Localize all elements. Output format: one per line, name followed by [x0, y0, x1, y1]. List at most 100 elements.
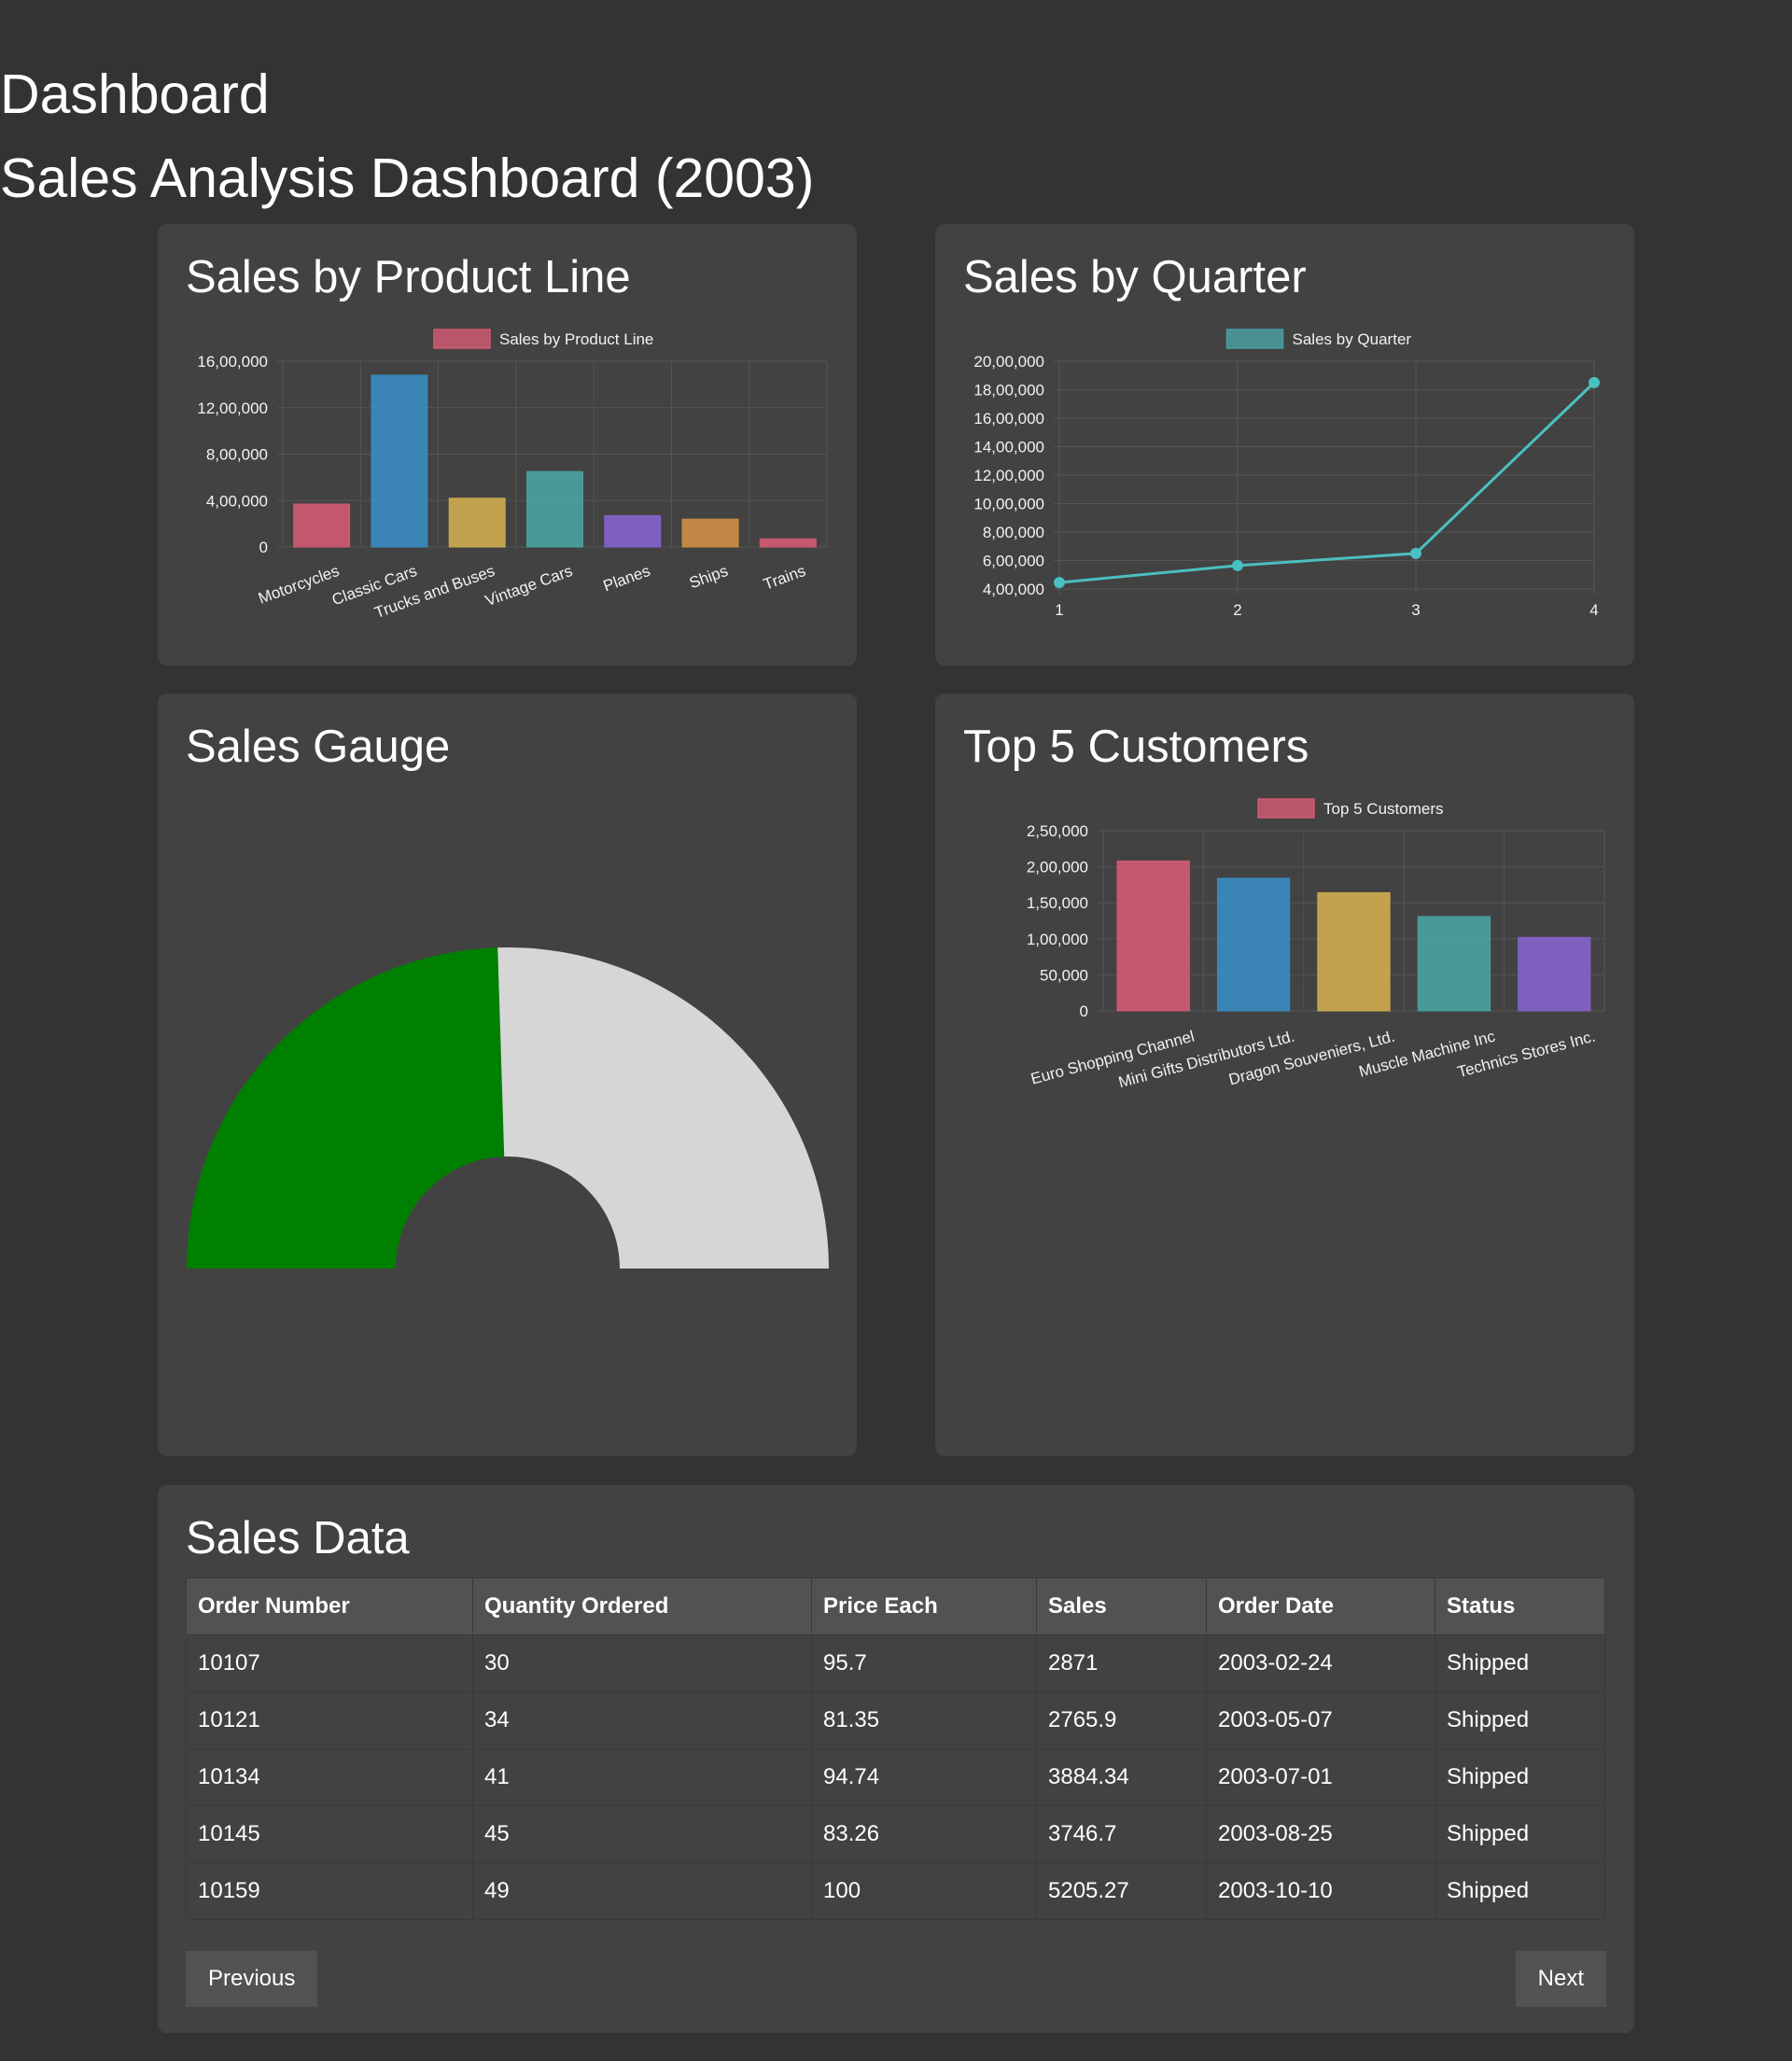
y-tick-label: 2,00,000	[1027, 859, 1088, 876]
y-tick-label: 14,00,000	[973, 439, 1044, 456]
table-row: 10145 45 83.26 3746.7 2003-08-25 Shipped	[186, 1805, 1605, 1863]
table-row: 10134 41 94.74 3884.34 2003-07-01 Shippe…	[186, 1748, 1605, 1806]
quarter-chart: Sales by Quarter 4,00,000 6,00,000 8,00,000…	[973, 329, 1600, 619]
y-tick-label: 1,00,000	[1027, 931, 1088, 948]
product-line-card: Sales by Product Line Sales by Product L…	[158, 224, 857, 666]
table-cell: 49	[472, 1862, 812, 1920]
table-cell: 10159	[186, 1862, 473, 1920]
product-line-chart: Sales by Product Line 0 4,00,000 8,00,000 12…	[197, 329, 828, 622]
y-tick-label: 0	[1080, 1002, 1088, 1020]
table-cell: 10121	[186, 1691, 473, 1749]
table-cell: 83.26	[811, 1805, 1037, 1863]
x-tick-label: Dragon Souveniers, Ltd.	[1227, 1028, 1397, 1089]
table-cell: 5205.27	[1036, 1862, 1207, 1920]
table-cell: 2003-10-10	[1206, 1862, 1435, 1920]
table-cell: 94.74	[811, 1748, 1037, 1806]
legend-swatch	[1225, 329, 1284, 349]
bar	[1116, 860, 1190, 1012]
table-row: 10107 30 95.7 2871 2003-02-24 Shipped	[186, 1634, 1605, 1692]
previous-button[interactable]: Previous	[186, 1951, 318, 2007]
legend-swatch	[433, 329, 491, 349]
y-tick-label: 8,00,000	[206, 446, 268, 464]
data-point	[1054, 577, 1065, 589]
bar	[681, 518, 739, 548]
y-tick-label: 50,000	[1040, 966, 1088, 984]
table-cell: 10145	[186, 1805, 473, 1863]
bar	[604, 514, 662, 548]
table-cell: 2003-07-01	[1206, 1748, 1435, 1806]
gauge-value-segment	[187, 947, 505, 1269]
x-tick-label: 4	[1589, 601, 1598, 619]
y-tick-label: 4,00,000	[983, 581, 1044, 598]
page-title: Dashboard	[0, 63, 270, 125]
bar	[1216, 877, 1291, 1012]
y-tick-label: 4,00,000	[206, 492, 268, 510]
table-cell: 34	[472, 1691, 812, 1749]
x-tick-label: Ships	[687, 562, 730, 592]
data-point	[1232, 559, 1243, 571]
y-tick-label: 20,00,000	[973, 353, 1044, 371]
legend-swatch	[1257, 798, 1315, 819]
column-header: Status	[1435, 1577, 1605, 1635]
column-header: Sales	[1036, 1577, 1207, 1635]
product-line-title: Sales by Product Line	[186, 252, 631, 302]
bar	[1317, 891, 1391, 1012]
sales-data-card: Sales Data Order Number Quantity Ordered…	[158, 1485, 1634, 2033]
column-header: Quantity Ordered	[472, 1577, 812, 1635]
bar	[448, 498, 506, 548]
page-subtitle: Sales Analysis Dashboard (2003)	[0, 147, 815, 209]
data-point	[1589, 376, 1600, 388]
x-tick-label: 1	[1055, 601, 1063, 619]
customers-title: Top 5 Customers	[963, 722, 1309, 772]
table-row: 10121 34 81.35 2765.9 2003-05-07 Shipped	[186, 1691, 1605, 1749]
bar	[371, 374, 428, 548]
x-tick-label: 2	[1233, 601, 1241, 619]
table-cell: Shipped	[1435, 1634, 1605, 1692]
table-cell: 81.35	[811, 1691, 1037, 1749]
table-cell: 100	[811, 1862, 1037, 1920]
gauge-chart	[187, 947, 829, 1269]
x-tick-label: Motorcycles	[256, 562, 342, 608]
x-tick-label: Euro Shopping Channel	[1029, 1028, 1196, 1088]
y-tick-label: 18,00,000	[973, 382, 1044, 400]
table-cell: Shipped	[1435, 1748, 1605, 1806]
table-cell: 95.7	[811, 1634, 1037, 1692]
y-tick-label: 6,00,000	[983, 553, 1044, 570]
sales-data-title: Sales Data	[186, 1513, 410, 1563]
table-cell: 10134	[186, 1748, 473, 1806]
y-tick-label: 1,50,000	[1027, 894, 1088, 912]
x-tick-label: Planes	[601, 562, 652, 596]
legend-label: Top 5 Customers	[1323, 800, 1444, 818]
bar	[526, 470, 583, 548]
table-cell: 45	[472, 1805, 812, 1863]
legend-label: Sales by Quarter	[1293, 330, 1412, 348]
table-cell: Shipped	[1435, 1805, 1605, 1863]
x-tick-label: Vintage Cars	[483, 562, 575, 610]
table-cell: 2871	[1036, 1634, 1207, 1692]
next-button[interactable]: Next	[1515, 1951, 1606, 2007]
x-tick-label: 3	[1411, 601, 1420, 619]
y-tick-label: 12,00,000	[197, 400, 268, 417]
customers-chart: Top 5 Customers 0 50,000 1,00,000 1,50,000 2,…	[1027, 798, 1605, 1091]
table-cell: 2003-08-25	[1206, 1805, 1435, 1863]
quarter-card: Sales by Quarter Sales by Quarter 4,00,00…	[935, 224, 1634, 666]
table-cell: 10107	[186, 1634, 473, 1692]
y-tick-label: 0	[259, 539, 268, 556]
table-cell: 3746.7	[1036, 1805, 1207, 1863]
data-point	[1410, 547, 1421, 559]
table-cell: 2765.9	[1036, 1691, 1207, 1749]
bar	[293, 503, 351, 548]
y-tick-label: 8,00,000	[983, 524, 1044, 541]
y-tick-label: 16,00,000	[197, 353, 268, 371]
gauge-title: Sales Gauge	[186, 722, 451, 772]
bar	[759, 538, 817, 548]
customers-card: Top 5 Customers Top 5 Customers 0 50,000 1,…	[935, 694, 1634, 1456]
y-tick-label: 10,00,000	[973, 496, 1044, 513]
column-header: Price Each	[811, 1577, 1037, 1635]
bar	[1518, 936, 1591, 1012]
x-tick-label: Trains	[761, 562, 807, 594]
table-cell: Shipped	[1435, 1691, 1605, 1749]
y-tick-label: 16,00,000	[973, 410, 1044, 428]
table-cell: 2003-05-07	[1206, 1691, 1435, 1749]
gauge-card: Sales Gauge	[158, 694, 857, 1456]
